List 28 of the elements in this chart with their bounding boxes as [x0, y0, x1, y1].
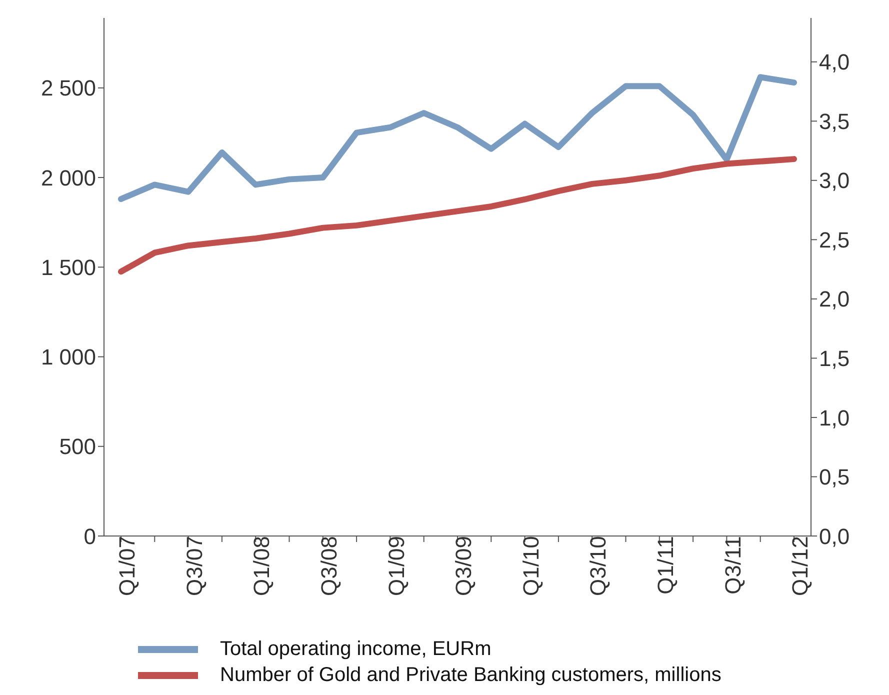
y2-tick-label: 3,0	[819, 168, 850, 194]
y-tick-label: 500	[59, 434, 96, 460]
legend-label: Number of Gold and Private Banking customers, millions	[220, 664, 722, 686]
x-tick-label: Q1/07	[114, 536, 140, 596]
y-tick-label: 2 000	[40, 165, 96, 190]
x-tick-label: Q1/08	[249, 536, 274, 596]
x-tick-label: Q1/09	[384, 536, 409, 596]
y2-tick-label: 2,5	[819, 227, 850, 252]
x-tick-label: Q3/10	[586, 536, 611, 596]
y-tick-label: 1 000	[40, 344, 96, 370]
y2-tick-label: 4,0	[819, 50, 850, 75]
y2-tick-label: 3,5	[819, 108, 850, 134]
x-tick-label: Q3/08	[316, 536, 342, 596]
x-tick-label: Q3/09	[451, 536, 476, 596]
y2-tick-label: 0,0	[819, 524, 850, 549]
y-tick-label: 2 500	[40, 76, 96, 101]
x-tick-label: Q1/12	[788, 536, 813, 596]
x-tick-label: Q1/11	[653, 536, 678, 594]
x-tick-label: Q3/11	[720, 536, 746, 594]
y-tick-label: 0	[84, 524, 96, 549]
y2-tick-label: 2,0	[819, 286, 850, 312]
y2-tick-label: 1,5	[819, 346, 850, 372]
legend-label: Total operating income, EURm	[220, 638, 492, 660]
y-tick-label: 1 500	[40, 254, 96, 280]
x-tick-label: Q1/10	[518, 536, 544, 596]
x-tick-label: Q3/07	[182, 536, 207, 596]
y2-tick-label: 0,5	[819, 464, 850, 490]
y2-tick-label: 1,0	[819, 405, 850, 430]
